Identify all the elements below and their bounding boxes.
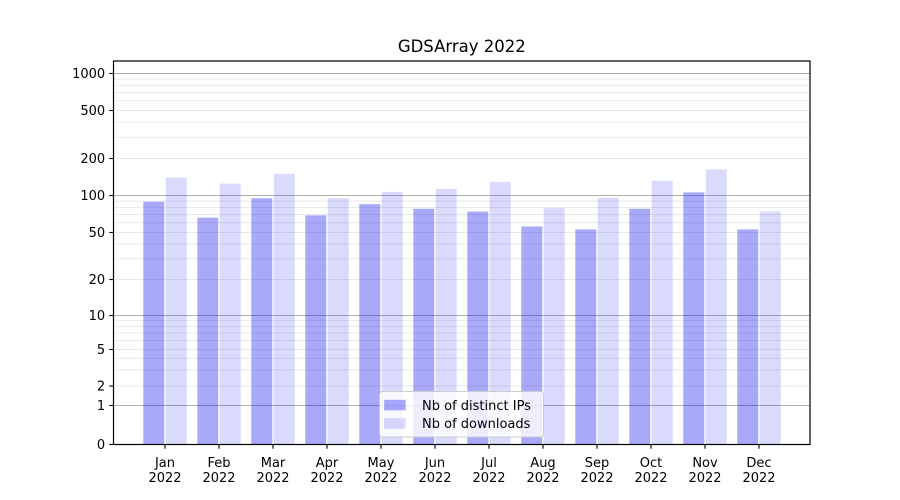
bar xyxy=(651,180,673,445)
bar xyxy=(197,217,219,445)
bar xyxy=(381,191,403,445)
legend: Nb of distinct IPs Nb of downloads xyxy=(379,391,544,438)
y-tick-label: 500 xyxy=(80,104,105,119)
x-tick-label-month: Jul xyxy=(480,456,497,471)
x-tick-label-month: Sep xyxy=(585,456,610,471)
bar xyxy=(521,226,543,445)
x-tick-label-year: 2022 xyxy=(256,471,289,486)
x-tick-label-year: 2022 xyxy=(310,471,343,486)
bar xyxy=(305,215,327,445)
bar xyxy=(597,197,619,445)
bar xyxy=(575,229,597,445)
x-tick-label-year: 2022 xyxy=(580,471,613,486)
y-tick-label: 200 xyxy=(80,152,105,167)
chart-title: GDSArray 2022 xyxy=(398,37,526,56)
plot-frame xyxy=(112,60,811,446)
x-tick-label-month: Dec xyxy=(746,456,771,471)
bar xyxy=(467,211,489,445)
bar xyxy=(143,201,165,445)
bar xyxy=(219,183,241,445)
x-tick-label-month: Jan xyxy=(154,456,175,471)
x-tick-label-month: Jun xyxy=(424,456,445,471)
legend-label-distinct-ips: Nb of distinct IPs xyxy=(422,399,531,414)
y-tick-label: 1000 xyxy=(72,67,105,82)
x-tick-label-year: 2022 xyxy=(202,471,235,486)
bar xyxy=(489,181,511,445)
x-tick-label-month: Nov xyxy=(692,456,718,471)
bar xyxy=(705,169,727,445)
bar xyxy=(737,229,759,445)
axes-layer: 01251020501002005001000Jan2022Feb2022Mar… xyxy=(72,60,811,486)
x-tick-label-year: 2022 xyxy=(364,471,397,486)
bar xyxy=(435,188,457,445)
x-tick-label-month: Aug xyxy=(530,456,555,471)
bar xyxy=(273,173,295,445)
x-tick-label-year: 2022 xyxy=(742,471,775,486)
y-tick-label: 0 xyxy=(97,438,105,453)
x-tick-label-month: Apr xyxy=(316,456,339,471)
bar xyxy=(759,211,781,445)
bars-layer xyxy=(143,169,781,445)
y-tick-label: 100 xyxy=(80,189,105,204)
x-tick-label-month: Mar xyxy=(261,456,286,471)
x-tick-label-month: Oct xyxy=(640,456,662,471)
bar xyxy=(165,177,187,445)
bar xyxy=(543,208,565,445)
legend-label-downloads: Nb of downloads xyxy=(422,417,531,432)
x-tick-label-year: 2022 xyxy=(688,471,721,486)
bar xyxy=(251,198,273,445)
x-tick-label-year: 2022 xyxy=(472,471,505,486)
x-tick-label-year: 2022 xyxy=(634,471,667,486)
bar xyxy=(683,192,705,445)
y-tick-label: 1 xyxy=(97,399,105,414)
x-tick-label-year: 2022 xyxy=(418,471,451,486)
y-tick-label: 5 xyxy=(97,343,105,358)
x-tick-label-month: May xyxy=(368,456,395,471)
legend-box xyxy=(379,391,544,438)
bar xyxy=(327,198,349,445)
legend-swatch-distinct-ips xyxy=(384,399,406,411)
x-tick-label-month: Feb xyxy=(207,456,230,471)
x-tick-label-year: 2022 xyxy=(148,471,181,486)
y-tick-label: 50 xyxy=(89,226,106,241)
x-tick-label-year: 2022 xyxy=(526,471,559,486)
bar xyxy=(629,208,651,445)
legend-swatch-downloads xyxy=(384,418,406,429)
y-tick-label: 20 xyxy=(89,273,106,288)
y-tick-label: 2 xyxy=(97,380,105,395)
bar xyxy=(359,204,381,445)
y-tick-label: 10 xyxy=(89,309,106,324)
bar xyxy=(413,208,435,445)
